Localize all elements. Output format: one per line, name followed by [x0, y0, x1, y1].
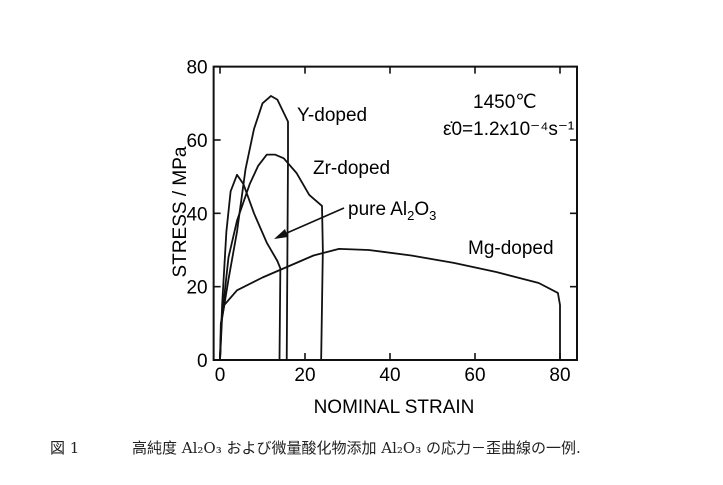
pure-al2o3-arrow — [279, 207, 345, 237]
label-pure-al2o3: pure Al2O3 — [348, 199, 436, 223]
y-tick-label: 80 — [186, 58, 207, 79]
figure-caption: 図 1 高純度 Al₂O₃ および微量酸化物添加 Al₂O₃ の応力－歪曲線の一例… — [50, 437, 581, 458]
x-tick-label: 40 — [379, 365, 400, 386]
curve-pure-al2o3 — [219, 173, 282, 361]
y-tick-label: 60 — [186, 131, 207, 152]
curve-zr-doped — [219, 153, 324, 361]
caption-text: 高純度 Al₂O₃ および微量酸化物添加 Al₂O₃ の応力－歪曲線の一例. — [132, 439, 581, 457]
arrow-head-icon — [274, 229, 288, 239]
x-tick-label: 20 — [294, 365, 315, 386]
x-tick-label: 0 — [215, 365, 226, 386]
figure-label: 図 1 — [50, 439, 80, 457]
y-tick-label: 20 — [186, 278, 207, 299]
curve-y-doped — [219, 95, 289, 361]
x-tick-label: 60 — [464, 365, 485, 386]
strain-rate-annotation: ε̇0=1.2x10⁻⁴s⁻¹ — [443, 119, 574, 140]
x-tick-label: 80 — [549, 365, 570, 386]
curve-mg-doped — [219, 247, 561, 361]
y-tick-label: 40 — [186, 204, 207, 225]
label-y-doped: Y-doped — [297, 105, 367, 126]
label-zr-doped: Zr-doped — [313, 158, 390, 179]
y-tick-label: 0 — [197, 351, 208, 372]
temperature-annotation: 1450℃ — [473, 92, 537, 113]
x-axis-label: NOMINAL STRAIN — [314, 397, 475, 418]
y-axis-label: STRESS / MPa — [170, 146, 191, 277]
label-mg-doped: Mg-doped — [468, 238, 554, 259]
